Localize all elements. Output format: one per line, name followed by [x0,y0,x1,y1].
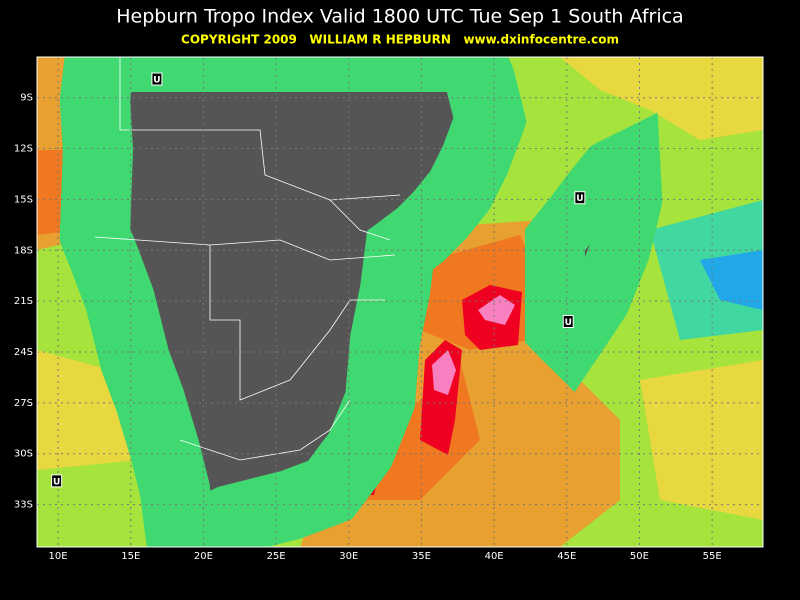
borders [94,57,401,461]
markers: U U U U [51,72,586,488]
y-tick-label: 15S [14,194,33,205]
x-tick-label: 55E [703,551,722,562]
field-blue [700,250,763,310]
x-tick-label: 40E [485,551,504,562]
y-tick-label: 24S [14,347,33,358]
field-yellow [640,360,763,520]
x-tick-label: 35E [412,551,431,562]
tick-labels: 10E 15E 20E 25E 30E 35E 40E 45E 50E 55E 9S 12S 15S 18… [14,93,722,562]
x-tick-label: 20E [194,551,213,562]
y-tick-label: 21S [14,296,33,307]
graticule [37,57,763,547]
copyright: COPYRIGHT 2009 WILLIAM R HEPBURN www.dxi… [181,33,619,47]
field-pink [478,295,515,325]
marker-box [574,191,586,205]
marker-label: U [53,477,60,487]
marker-box [151,72,163,86]
field-yellow [37,350,140,470]
x-tick-label: 30E [339,551,358,562]
y-tick-label: 9S [20,93,33,104]
y-tick-label: 12S [14,144,33,155]
x-tick-label: 50E [630,551,649,562]
y-tick-label: 33S [14,500,33,511]
marker-box [562,314,574,328]
map-field [37,57,763,547]
y-tick-label: 27S [14,398,33,409]
field-pink [432,350,456,395]
y-tick-label: 30S [14,449,33,460]
field-yellow [560,57,763,140]
x-tick-label: 25E [267,551,286,562]
x-tick-label: 15E [121,551,140,562]
y-tick-label: 18S [14,245,33,256]
x-tick-label: 45E [557,551,576,562]
title: Hepburn Tropo Index Valid 1800 UTC Tue S… [116,6,683,28]
map-frame [36,56,764,548]
marker-box [51,474,63,488]
marker-label: U [576,194,583,204]
marker-label: U [153,76,160,86]
x-tick-label: 10E [49,551,68,562]
marker-label: U [565,318,572,328]
